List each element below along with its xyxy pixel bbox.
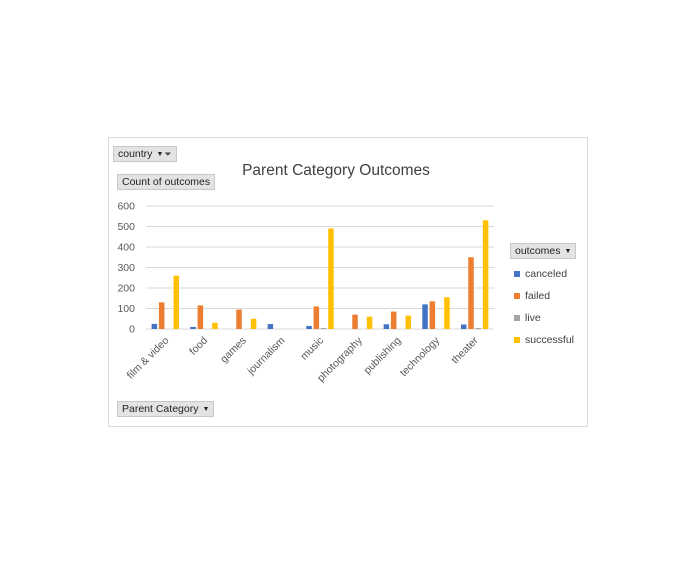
y-tick-label: 500 [117, 221, 135, 233]
bar-successful [328, 228, 334, 329]
legend-item-canceled: canceled [512, 263, 578, 285]
y-axis-ticks: 0 100 200 300 400 500 600 [117, 201, 135, 336]
x-tick-label: journalism [244, 334, 287, 377]
bar-successful [173, 275, 180, 329]
bar-successful [482, 220, 489, 329]
legend: outcomes ▼ canceled failed live successful [510, 243, 578, 373]
x-tick-label: games [218, 335, 249, 366]
y-tick-label: 0 [129, 324, 135, 336]
bar-canceled [306, 325, 312, 329]
dropdown-arrow-icon: ▼ [202, 406, 210, 413]
x-tick-label: technology [398, 334, 443, 379]
legend-swatch [514, 337, 520, 343]
y-tick-label: 200 [117, 283, 135, 295]
legend-label: failed [525, 290, 551, 302]
y-tick-label: 100 [117, 303, 135, 315]
bar-canceled [151, 323, 158, 329]
chart-title: Parent Category Outcomes [242, 162, 430, 179]
dropdown-arrow-icon: ▼ [564, 248, 572, 255]
bar-failed [390, 311, 397, 329]
outcomes-field-button[interactable]: outcomes ▼ [510, 243, 577, 259]
bar-failed [352, 314, 358, 329]
legend-swatch [514, 315, 520, 321]
legend-swatch [514, 293, 520, 299]
x-tick-label: film & video [125, 335, 172, 382]
country-filter-label: country [118, 148, 153, 160]
outcomes-field-label: outcomes [515, 245, 561, 257]
bar-live [475, 327, 482, 329]
bar-failed [468, 257, 474, 329]
bar-failed [158, 302, 165, 329]
y-tick-label: 400 [117, 242, 135, 254]
legend-item-successful: successful [512, 329, 578, 351]
legend-label: live [525, 312, 541, 324]
bar-live [320, 327, 327, 329]
bar-canceled [383, 324, 390, 329]
bar-successful [444, 297, 450, 329]
bar-failed [429, 301, 436, 329]
values-field-button[interactable]: Count of outcomes [117, 174, 216, 190]
bar-successful [250, 318, 257, 329]
values-field-label: Count of outcomes [122, 176, 211, 188]
bar-failed [313, 306, 320, 329]
bar-successful [405, 315, 412, 329]
gridlines [146, 205, 494, 330]
x-tick-label: theater [449, 334, 481, 366]
bar-canceled [422, 304, 428, 329]
legend-label: canceled [525, 268, 568, 280]
bar-canceled [460, 324, 467, 329]
y-tick-label: 600 [117, 201, 135, 213]
legend-item-failed: failed [512, 285, 578, 307]
x-tick-label: food [187, 335, 210, 358]
country-filter-button[interactable]: country ▼⏷ [113, 146, 177, 162]
legend-item-live: live [512, 307, 578, 329]
filter-funnel-icon: ⏷ [164, 149, 172, 159]
chart-canvas: Parent Category Outcomes 0 100 200 300 400 50… [117, 162, 494, 384]
bar-successful [212, 322, 218, 329]
bar-failed [197, 305, 204, 329]
bars [151, 220, 489, 329]
y-tick-label: 300 [117, 262, 135, 274]
bar-failed [236, 309, 242, 329]
parent-category-field-label: Parent Category [122, 403, 199, 415]
bar-canceled [190, 326, 196, 329]
parent-category-field-button[interactable]: Parent Category ▼ [117, 401, 215, 417]
bar-canceled [267, 324, 274, 329]
bar-successful [366, 316, 373, 329]
pivot-chart[interactable]: Parent Category Outcomes 0 100 200 300 400 50… [108, 137, 588, 427]
legend-swatch [514, 271, 520, 277]
legend-label: successful [525, 334, 575, 346]
x-tick-label: music [298, 335, 326, 363]
dropdown-arrow-icon: ▼ [156, 151, 164, 158]
